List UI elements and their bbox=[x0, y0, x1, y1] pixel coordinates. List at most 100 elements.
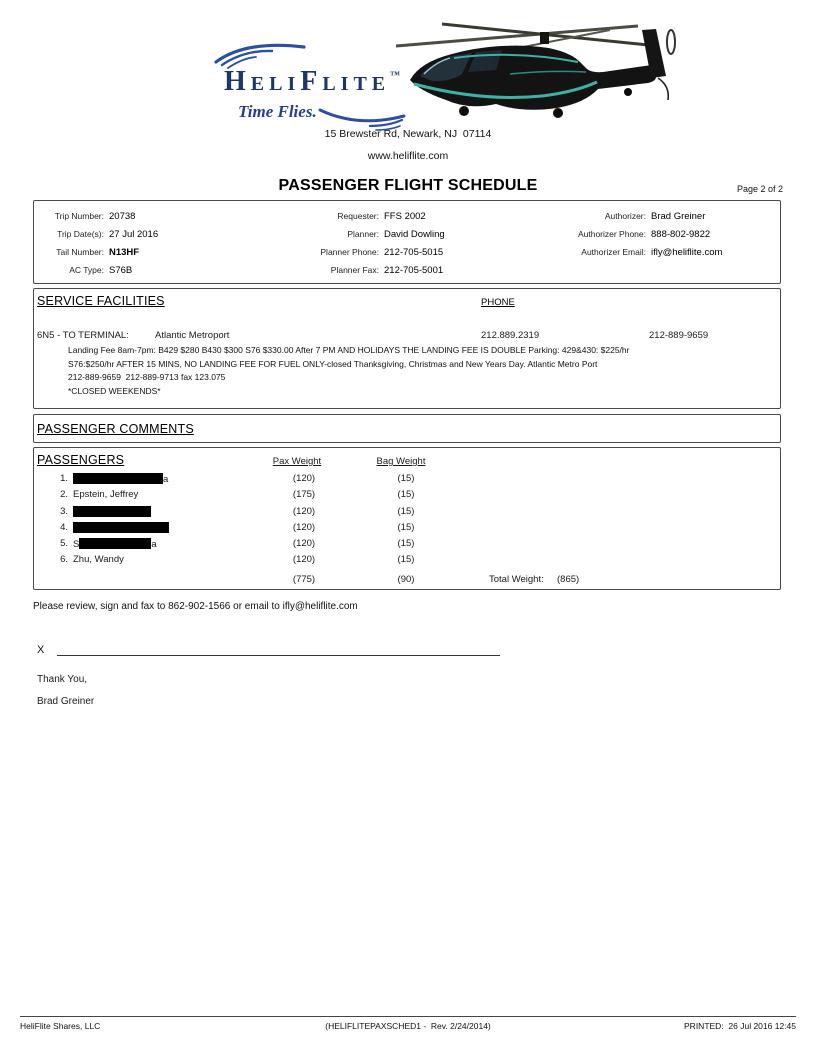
passenger-name: Zhu, Wandy bbox=[73, 554, 124, 566]
closing-name: Brad Greiner bbox=[37, 696, 95, 707]
swoosh-icon bbox=[214, 43, 306, 69]
brand-tagline: Time Flies. bbox=[238, 102, 317, 121]
pax-weight-value: (175) bbox=[292, 489, 316, 501]
ac-type-value: S76B bbox=[109, 264, 133, 276]
passenger-number: 1. bbox=[60, 473, 68, 484]
facility-notes-line: Landing Fee 8am-7pm: B429 $280 B430 $300… bbox=[68, 345, 630, 355]
tagline-swoosh-icon bbox=[318, 108, 406, 131]
trip-number-value: 20738 bbox=[109, 210, 136, 222]
facility-code-label: 6N5 - TO TERMINAL: bbox=[37, 330, 129, 341]
facility-name: Atlantic Metroport bbox=[155, 330, 230, 341]
authorizer-label: Authorizer: bbox=[604, 211, 646, 221]
facility-notes-line: S76:$250/hr AFTER 15 MINS, NO LANDING FE… bbox=[68, 358, 598, 369]
planner-phone-value: 212-705-5015 bbox=[384, 246, 444, 258]
signature-line bbox=[57, 655, 500, 656]
facility-notes-line: *CLOSED WEEKENDS* bbox=[68, 385, 161, 396]
trip-dates-label: Trip Date(s): bbox=[57, 229, 104, 239]
passenger-name-redacted: a bbox=[73, 473, 168, 485]
bag-weight-value: (15) bbox=[397, 554, 415, 566]
helicopter-icon bbox=[395, 22, 676, 118]
passenger-row-6: 6. Zhu, Wandy (120) (15) bbox=[34, 554, 780, 570]
authorizer-phone-label: Authorizer Phone: bbox=[577, 229, 646, 239]
passenger-number: 5. bbox=[60, 538, 68, 550]
redaction-prefix: S bbox=[73, 539, 80, 551]
planner-phone-label: Planner Phone: bbox=[320, 247, 379, 257]
heliflite-logo: HeliFlite™ Time Flies. bbox=[200, 16, 686, 131]
passengers-heading: PASSENGERS bbox=[37, 453, 125, 467]
pax-weight-value: (120) bbox=[292, 505, 316, 517]
footer-form-id: (HELIFLITEPAXSCHED1 - Rev. 2/24/2014) bbox=[325, 1021, 491, 1031]
footer-printed-timestamp: PRINTED: 26 Jul 2016 12:45 bbox=[684, 1021, 796, 1031]
redaction-bar bbox=[73, 521, 169, 533]
passenger-comments-box: PASSENGER COMMENTS bbox=[33, 414, 781, 443]
redaction-bar bbox=[79, 538, 152, 550]
trip-dates-value: 27 Jul 2016 bbox=[109, 228, 159, 240]
total-weight-label: Total Weight: bbox=[489, 573, 544, 585]
bag-weight-value: (15) bbox=[397, 473, 415, 484]
tail-number-label: Tail Number: bbox=[56, 247, 104, 257]
page-title: PASSENGER FLIGHT SCHEDULE bbox=[278, 177, 538, 194]
facility-phone-2: 212-889-9659 bbox=[649, 330, 709, 341]
facility-row: 6N5 - TO TERMINAL: Atlantic Metroport 21… bbox=[34, 330, 780, 343]
pax-weight-value: (120) bbox=[292, 521, 316, 533]
facility-phone: 212.889.2319 bbox=[481, 330, 540, 341]
company-address: 15 Brewster Rd, Newark, NJ 07114 bbox=[324, 128, 492, 140]
bag-weight-column-header: Bag Weight bbox=[376, 456, 426, 467]
bag-weight-value: (15) bbox=[397, 505, 415, 517]
company-website: www.heliflite.com bbox=[367, 150, 449, 162]
pax-weight-total: (775) bbox=[292, 573, 316, 585]
page-indicator: Page 2 of 2 bbox=[736, 184, 783, 194]
pax-weight-value: (120) bbox=[292, 473, 316, 484]
bag-weight-value: (15) bbox=[397, 489, 415, 501]
passengers-box: PASSENGERS Pax Weight Bag Weight 1. a (1… bbox=[33, 447, 781, 590]
redaction-bar bbox=[73, 505, 151, 517]
requester-label: Requester: bbox=[337, 211, 379, 221]
planner-value: David Dowling bbox=[384, 228, 445, 240]
phone-column-heading: PHONE bbox=[481, 297, 515, 308]
tail-number-value: N13HF bbox=[109, 246, 140, 258]
brand-name: HeliFlite™ bbox=[224, 66, 401, 97]
passenger-row-2: 2. Epstein, Jeffrey (175) (15) bbox=[34, 489, 780, 505]
trip-info-middle-column: Requester: FFS 2002 Planner: David Dowling… bbox=[239, 207, 521, 279]
bag-weight-value: (15) bbox=[397, 521, 415, 533]
requester-value: FFS 2002 bbox=[384, 210, 426, 222]
footer-company: HeliFlite Shares, LLC bbox=[20, 1021, 101, 1031]
passenger-row-4: 4. (120) (15) bbox=[34, 521, 780, 538]
trip-info-right-column: Authorizer: Brad Greiner Authorizer Phone… bbox=[521, 207, 780, 279]
passenger-name: Epstein, Jeffrey bbox=[73, 489, 139, 501]
total-weight-value: (865) bbox=[557, 573, 580, 585]
pax-weight-column-header: Pax Weight bbox=[272, 456, 322, 467]
trip-info-left-column: Trip Number: 20738 Trip Date(s): 27 Jul 20… bbox=[34, 207, 239, 279]
passenger-row-1: 1. a (120) (15) bbox=[34, 473, 780, 489]
authorizer-email-value: ifly@heliflite.com bbox=[651, 246, 723, 258]
review-instructions: Please review, sign and fax to 862-902-1… bbox=[33, 601, 358, 612]
ac-type-label: AC Type: bbox=[69, 265, 104, 275]
passenger-number: 6. bbox=[60, 554, 68, 566]
passenger-number: 3. bbox=[60, 505, 68, 517]
passengers-total-row: (775) (90) Total Weight: (865) bbox=[34, 574, 780, 590]
bag-weight-value: (15) bbox=[397, 538, 415, 550]
passenger-rows: 1. a (120) (15) 2. Epstein, Jeffrey (175… bbox=[34, 473, 780, 590]
facility-notes: Landing Fee 8am-7pm: B429 $280 B430 $300… bbox=[68, 344, 772, 398]
redaction-suffix: a bbox=[163, 474, 169, 485]
trip-info-box: Trip Number: 20738 Trip Date(s): 27 Jul 20… bbox=[33, 200, 781, 284]
trip-number-label: Trip Number: bbox=[54, 211, 104, 221]
passenger-name-redacted bbox=[73, 505, 151, 518]
planner-fax-value: 212-705-5001 bbox=[384, 264, 444, 276]
passenger-row-3: 3. (120) (15) bbox=[34, 505, 780, 522]
passenger-name-redacted bbox=[73, 521, 169, 534]
passenger-number: 2. bbox=[60, 489, 68, 501]
pax-weight-value: (120) bbox=[292, 554, 316, 566]
planner-label: Planner: bbox=[347, 229, 379, 239]
passenger-comments-heading: PASSENGER COMMENTS bbox=[37, 422, 194, 436]
trademark-symbol: ™ bbox=[390, 70, 401, 81]
redaction-suffix: a bbox=[151, 539, 157, 551]
passenger-number: 4. bbox=[60, 521, 68, 533]
facility-notes-line: 212-889-9659 212-889-9713 fax 123.075 bbox=[68, 372, 226, 382]
bag-weight-total: (90) bbox=[397, 573, 415, 585]
service-facilities-box: SERVICE FACILITIES PHONE 6N5 - TO TERMIN… bbox=[33, 288, 781, 409]
service-facilities-heading: SERVICE FACILITIES bbox=[37, 294, 165, 308]
redaction-bar bbox=[73, 473, 163, 484]
authorizer-phone-value: 888-802-9822 bbox=[651, 228, 711, 240]
